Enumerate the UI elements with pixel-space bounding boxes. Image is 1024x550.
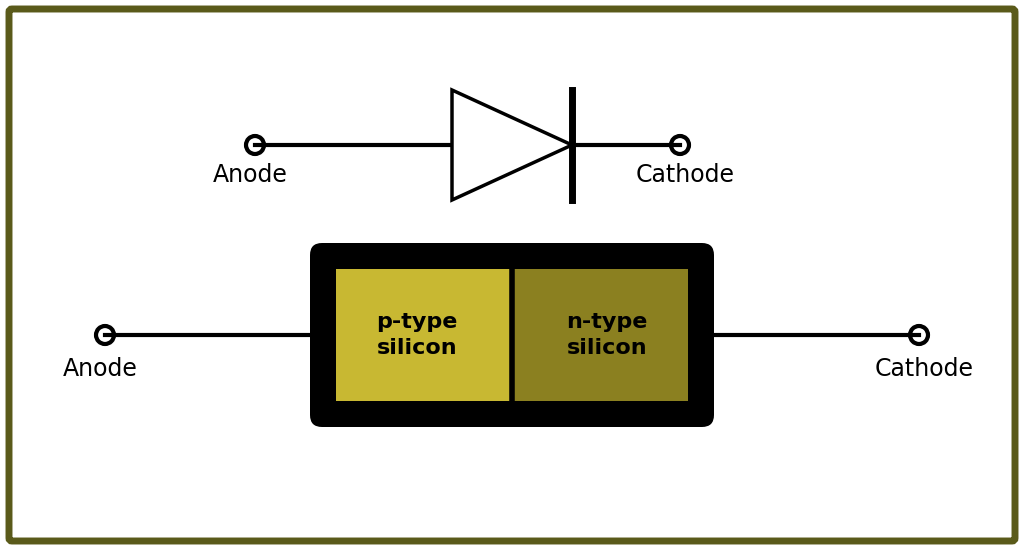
Text: Cathode: Cathode (636, 163, 734, 187)
Text: Anode: Anode (62, 357, 137, 381)
Text: Anode: Anode (213, 163, 288, 187)
Text: p-type
silicon: p-type silicon (376, 312, 458, 358)
Text: Cathode: Cathode (874, 357, 974, 381)
Bar (336, 269, 512, 401)
FancyBboxPatch shape (310, 243, 714, 427)
FancyBboxPatch shape (9, 9, 1015, 541)
Text: n-type
silicon: n-type silicon (566, 312, 648, 358)
Bar (512, 269, 688, 401)
Polygon shape (452, 90, 572, 200)
